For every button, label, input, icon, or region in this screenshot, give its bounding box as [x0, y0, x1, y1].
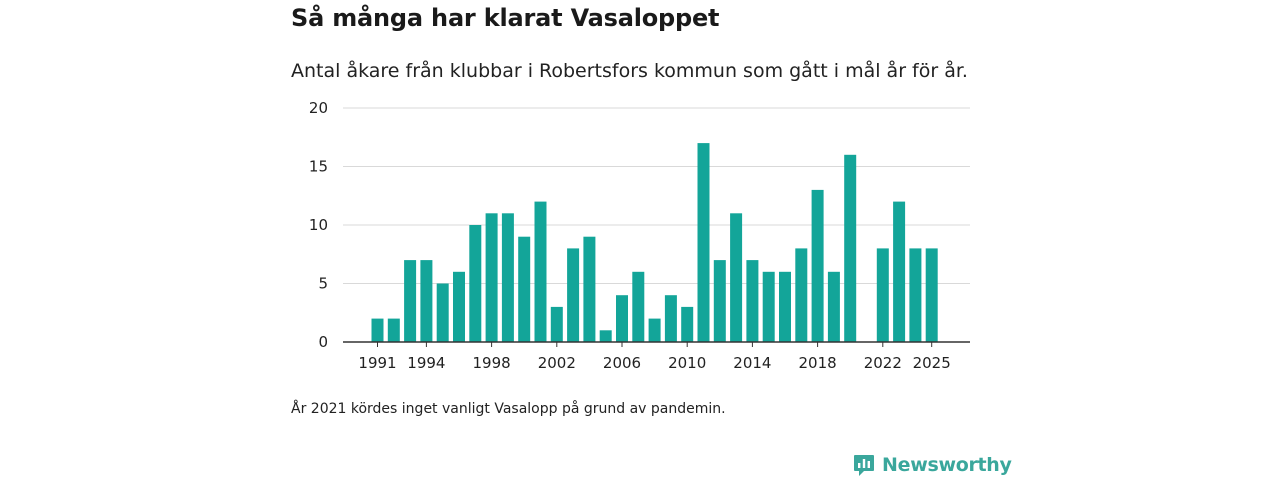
- bar-1998[interactable]: [485, 213, 498, 342]
- y-tick-label: 10: [309, 216, 328, 234]
- bar-chart: 0 5 10 15 20 1991 1994 1998 2002 2006 2010 2014 2018…: [309, 99, 970, 372]
- x-tick-label: 1991: [358, 354, 396, 372]
- x-tick-label: 1998: [473, 354, 511, 372]
- x-tick-label: 2018: [799, 354, 837, 372]
- bar-1996[interactable]: [453, 271, 465, 342]
- x-tick-label: 2010: [668, 354, 706, 372]
- bar-2010[interactable]: [681, 306, 694, 342]
- x-tick-label: 2022: [864, 354, 902, 372]
- bar-2011[interactable]: [697, 143, 710, 342]
- bar-2001[interactable]: [534, 201, 547, 342]
- x-tick-label: 2014: [733, 354, 771, 372]
- bar-2025[interactable]: [925, 248, 938, 342]
- newsworthy-logo-icon: [854, 455, 874, 476]
- bar-1991[interactable]: [371, 318, 384, 342]
- bar-2016[interactable]: [779, 271, 791, 342]
- bar-2000[interactable]: [518, 236, 531, 342]
- x-tick-label: 2002: [538, 354, 576, 372]
- bar-2008[interactable]: [648, 318, 661, 342]
- bar-2023[interactable]: [893, 201, 906, 342]
- y-tick-label: 20: [309, 99, 328, 117]
- x-tick-label: 2025: [913, 354, 951, 372]
- y-tick-label: 5: [318, 275, 328, 293]
- chart-title: Så många har klarat Vasaloppet: [291, 4, 720, 32]
- bar-2004[interactable]: [583, 236, 596, 342]
- bar-2012[interactable]: [713, 260, 726, 342]
- bar-1997[interactable]: [469, 225, 482, 342]
- bar-1992[interactable]: [387, 318, 400, 342]
- brand-name: Newsworthy: [882, 454, 1012, 476]
- bar-2003[interactable]: [567, 248, 580, 342]
- x-tick-label: 1994: [407, 354, 445, 372]
- bar-2019[interactable]: [827, 271, 840, 342]
- bar-1999[interactable]: [501, 213, 514, 342]
- bar-2006[interactable]: [616, 295, 628, 342]
- bar-2017[interactable]: [795, 248, 808, 342]
- bar-1995[interactable]: [436, 283, 449, 343]
- bar-2005[interactable]: [599, 330, 612, 342]
- y-tick-label: 15: [309, 158, 328, 176]
- bar-1994[interactable]: [420, 260, 433, 342]
- footnote: År 2021 kördes inget vanligt Vasalopp på…: [291, 401, 726, 417]
- bar-2007[interactable]: [632, 271, 645, 342]
- bar-1993[interactable]: [404, 260, 417, 342]
- bar-2009[interactable]: [664, 295, 677, 342]
- chart-subtitle: Antal åkare från klubbar i Robertsfors k…: [291, 60, 968, 82]
- bar-2015[interactable]: [762, 271, 775, 342]
- bar-2018[interactable]: [811, 189, 824, 342]
- bar-2024[interactable]: [909, 248, 922, 342]
- y-tick-label: 0: [318, 333, 328, 351]
- bar-2013[interactable]: [730, 213, 743, 342]
- bar-2002[interactable]: [550, 306, 563, 342]
- brand-logo[interactable]: Newsworthy: [853, 453, 1012, 477]
- bar-2020[interactable]: [844, 154, 857, 342]
- bar-2014[interactable]: [746, 260, 759, 342]
- x-tick-label: 2006: [603, 354, 641, 372]
- bar-2022[interactable]: [876, 248, 889, 342]
